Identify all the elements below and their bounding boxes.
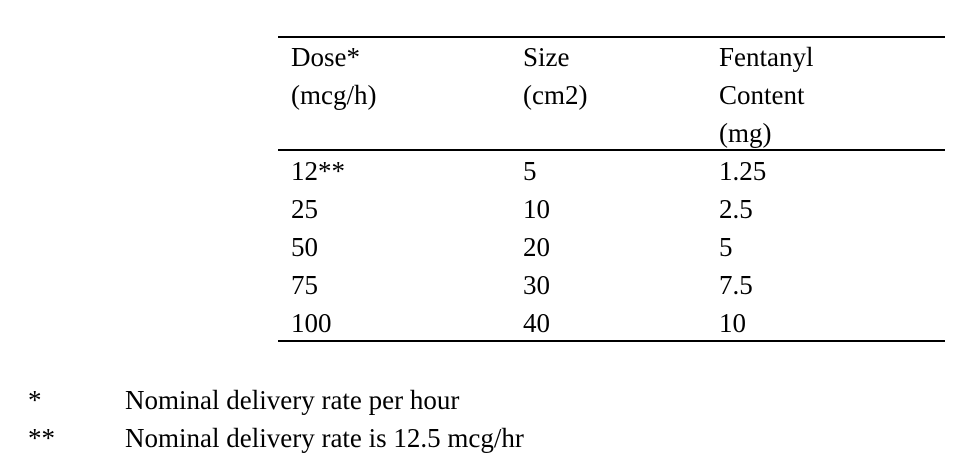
footnote-symbol: * bbox=[28, 385, 42, 415]
table-cell: 50 bbox=[291, 232, 318, 262]
table-top-rule bbox=[278, 36, 945, 38]
header-rule bbox=[278, 149, 945, 151]
table-cell: 7.5 bbox=[719, 270, 753, 300]
table-cell: 10 bbox=[719, 308, 746, 338]
table-cell: 12** bbox=[291, 156, 345, 186]
header-cell: Size bbox=[523, 42, 570, 72]
table-bottom-rule bbox=[278, 340, 945, 342]
table-cell: 75 bbox=[291, 270, 318, 300]
footnote-text: Nominal delivery rate per hour bbox=[125, 385, 460, 415]
table-cell: 100 bbox=[291, 308, 332, 338]
table-cell: 40 bbox=[523, 308, 550, 338]
table-cell: 1.25 bbox=[719, 156, 767, 186]
header-cell: (mg) bbox=[719, 118, 772, 148]
table-cell: 30 bbox=[523, 270, 550, 300]
table-cell: 20 bbox=[523, 232, 550, 262]
table-cell: 5 bbox=[523, 156, 537, 186]
header-cell: (cm2) bbox=[523, 80, 588, 110]
footnote-symbol: ** bbox=[28, 423, 55, 453]
footnote-text: Nominal delivery rate is 12.5 mcg/hr bbox=[125, 423, 524, 453]
header-cell: Dose* bbox=[291, 42, 360, 72]
table-cell: 5 bbox=[719, 232, 733, 262]
table-cell: 10 bbox=[523, 194, 550, 224]
table-cell: 25 bbox=[291, 194, 318, 224]
header-cell: Fentanyl bbox=[719, 42, 814, 72]
table-cell: 2.5 bbox=[719, 194, 753, 224]
header-cell: Content bbox=[719, 80, 805, 110]
header-cell: (mcg/h) bbox=[291, 80, 377, 110]
